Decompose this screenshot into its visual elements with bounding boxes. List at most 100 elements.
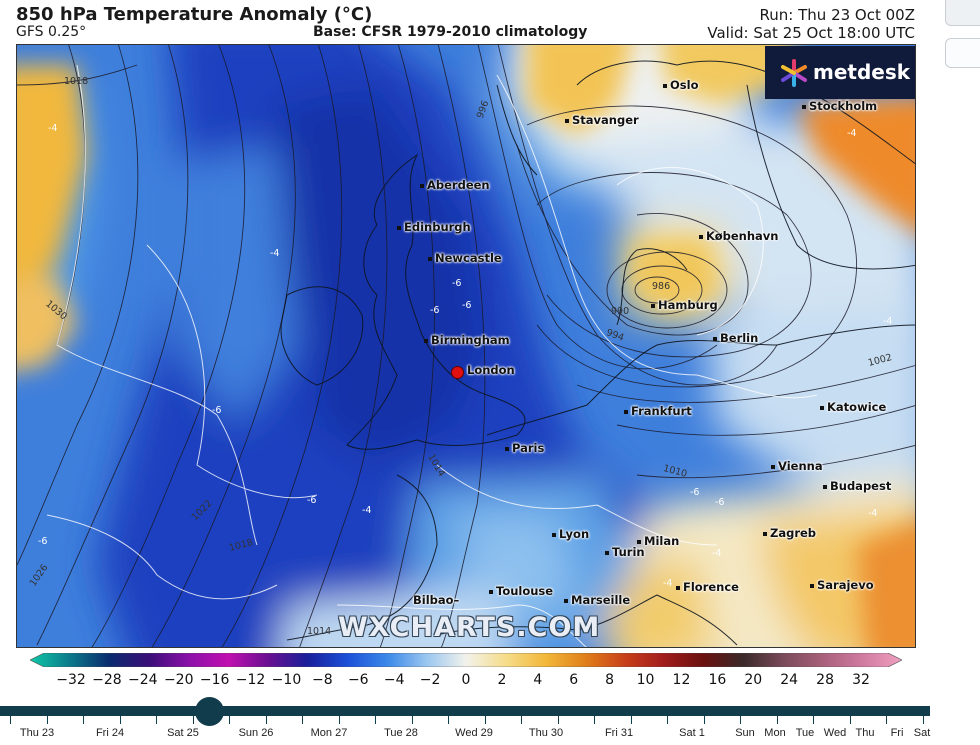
city-label-stockholm: Stockholm bbox=[802, 99, 877, 113]
colorbar-tick-label: 8 bbox=[605, 672, 615, 688]
metdesk-logo: metdesk bbox=[765, 46, 915, 99]
anomaly-label: -4 bbox=[868, 508, 878, 519]
timeline-track[interactable] bbox=[0, 706, 930, 716]
city-label-lyon: Lyon bbox=[552, 527, 589, 541]
timeline-day-label[interactable]: Mon 27 bbox=[310, 727, 348, 739]
valid-time-label: Valid: Sat 25 Oct 18:00 UTC bbox=[707, 24, 915, 42]
colorbar-tick-label: −24 bbox=[128, 672, 158, 688]
timeline-day-label[interactable]: Tue 28 bbox=[384, 727, 418, 739]
city-label-oslo: Oslo bbox=[663, 78, 698, 92]
timeline-tick bbox=[193, 716, 194, 724]
timeline-tick bbox=[886, 716, 887, 724]
city-label-newcastle: Newcastle bbox=[428, 251, 502, 265]
timeline-day-label[interactable]: Sat 1 bbox=[679, 727, 705, 739]
colorbar-tick-label: −28 bbox=[92, 672, 122, 688]
colorbar-tick-label: −16 bbox=[199, 672, 230, 688]
isobar-label: 990 bbox=[611, 306, 630, 317]
city-label-london: London bbox=[467, 363, 515, 377]
city-label-frankfurt: Frankfurt bbox=[624, 404, 692, 418]
timeline-handle[interactable] bbox=[194, 697, 224, 726]
colorbar-tick-label: 20 bbox=[744, 672, 763, 688]
side-panel-button[interactable] bbox=[945, 38, 980, 68]
weather-map[interactable] bbox=[16, 44, 916, 648]
timeline-tick bbox=[229, 716, 230, 724]
isobar-label: 1014 bbox=[307, 626, 332, 637]
city-label-berlin: Berlin bbox=[713, 331, 758, 345]
anomaly-label: -6 bbox=[307, 495, 317, 506]
city-label-marseille: Marseille bbox=[564, 593, 630, 607]
timeline-day-label[interactable]: Sun bbox=[735, 727, 755, 739]
anomaly-label: -6 bbox=[38, 536, 48, 547]
anomaly-label: -6 bbox=[452, 278, 462, 289]
colorbar-tick-label: 0 bbox=[461, 672, 471, 688]
timeline-day-label[interactable]: Sun 26 bbox=[238, 727, 274, 739]
anomaly-label: -6 bbox=[212, 405, 222, 416]
timeline-tick bbox=[667, 716, 668, 724]
city-label-katowice: Katowice bbox=[820, 400, 886, 414]
colorbar-tick-label: −2 bbox=[419, 672, 441, 688]
chart-title: 850 hPa Temperature Anomaly (°C) bbox=[16, 4, 373, 25]
timeline-day-label[interactable]: Mon bbox=[764, 727, 786, 739]
colorbar-tick-label: 28 bbox=[816, 672, 834, 688]
timeline-tick bbox=[302, 716, 303, 724]
timeline-tick bbox=[813, 716, 814, 724]
selected-location-marker[interactable] bbox=[451, 366, 464, 379]
city-label-milan: Milan bbox=[637, 534, 679, 548]
timeline-day-label[interactable]: Thu 23 bbox=[19, 727, 55, 739]
colorbar-tick-label: −6 bbox=[347, 672, 369, 688]
colorbar-tick-label: 32 bbox=[852, 672, 870, 688]
colorbar bbox=[30, 653, 902, 667]
anomaly-label: -4 bbox=[270, 248, 280, 259]
colorbar-tick-label: 12 bbox=[672, 672, 691, 688]
city-label-birmingham: Birmingham bbox=[424, 333, 510, 347]
timeline-day-label[interactable]: Thu 30 bbox=[528, 727, 564, 739]
colorbar-tick-label: 6 bbox=[569, 672, 579, 688]
colorbar-tick-label: 10 bbox=[636, 672, 655, 688]
timeline-tick bbox=[339, 716, 340, 724]
side-panel-button[interactable] bbox=[945, 0, 980, 26]
anomaly-contours bbox=[46, 64, 818, 647]
city-label-budapest: Budapest bbox=[823, 479, 891, 493]
timeline-day-label[interactable]: Fri 24 bbox=[95, 727, 125, 739]
colorbar-tick-label: −20 bbox=[163, 672, 194, 688]
timeline-tick bbox=[521, 716, 522, 724]
colorbar-tick-label: 16 bbox=[708, 672, 727, 688]
timeline-tick bbox=[412, 716, 413, 724]
colorbar-tick-label: −10 bbox=[271, 672, 302, 688]
anomaly-label: -4 bbox=[883, 316, 893, 327]
city-label-turin: Turin bbox=[605, 545, 645, 559]
timeline-day-label[interactable]: Wed bbox=[823, 727, 847, 739]
timeline-day-label[interactable]: Sat 25 bbox=[167, 727, 199, 739]
timeline-day-label[interactable]: Wed 29 bbox=[455, 727, 493, 739]
run-label: Run: Thu 23 Oct 00Z bbox=[759, 6, 915, 24]
logo-text: metdesk bbox=[813, 60, 911, 84]
timeline-tick bbox=[558, 716, 559, 724]
timeline-tick bbox=[485, 716, 486, 724]
city-label-florence: Florence bbox=[676, 580, 739, 594]
timeline-day-label[interactable]: Tue bbox=[795, 727, 815, 739]
timeline-tick bbox=[850, 716, 851, 724]
anomaly-label: -4 bbox=[712, 548, 722, 559]
timeline-day-label[interactable]: Sat bbox=[913, 727, 931, 739]
anomaly-label: -4 bbox=[663, 578, 673, 589]
city-label-edinburgh: Edinburgh bbox=[397, 220, 471, 234]
timeline-tick bbox=[375, 716, 376, 724]
anomaly-label: -6 bbox=[690, 487, 700, 498]
timeline-tick bbox=[120, 716, 121, 724]
base-label: Base: CFSR 1979-2010 climatology bbox=[313, 24, 588, 40]
anomaly-label: -6 bbox=[715, 497, 725, 508]
city-label-hamburg: Hamburg bbox=[651, 298, 718, 312]
timeline-tick bbox=[47, 716, 48, 724]
timeline-tick bbox=[266, 716, 267, 724]
anomaly-label: -6 bbox=[430, 305, 440, 316]
timeline-tick bbox=[777, 716, 778, 724]
colorbar-tick-label: 24 bbox=[780, 672, 799, 688]
timeline-day-label[interactable]: Fri 31 bbox=[604, 727, 634, 739]
timeline-day-label[interactable]: Fri bbox=[890, 727, 904, 739]
timeline-tick bbox=[740, 716, 741, 724]
timeline-day-label[interactable]: Thu bbox=[855, 727, 875, 739]
timeline-tick bbox=[156, 716, 157, 724]
city-label-sarajevo: Sarajevo bbox=[810, 578, 874, 592]
coastlines bbox=[280, 60, 915, 646]
colorbar-tick-label: −4 bbox=[383, 672, 405, 688]
